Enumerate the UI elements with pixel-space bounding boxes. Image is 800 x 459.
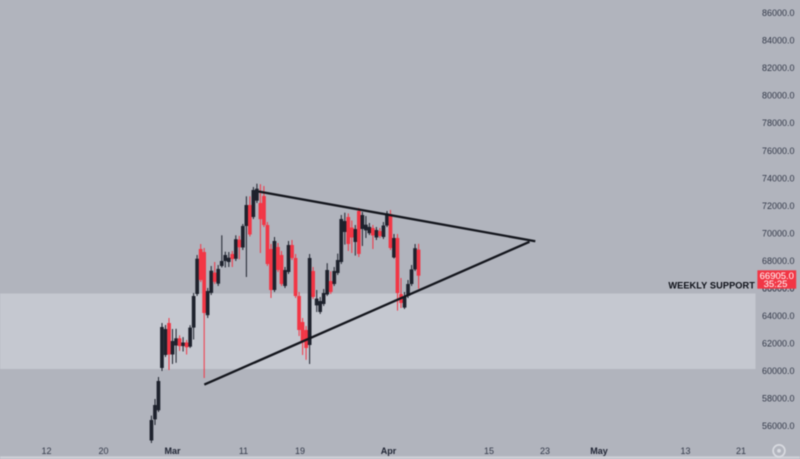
svg-text:15: 15: [484, 446, 494, 456]
svg-text:19: 19: [295, 446, 305, 456]
svg-text:20: 20: [98, 446, 108, 456]
svg-text:70000.0: 70000.0: [762, 228, 795, 238]
svg-text:82000.0: 82000.0: [762, 63, 795, 73]
svg-text:WEEKLY SUPPORT: WEEKLY SUPPORT: [668, 281, 755, 291]
svg-text:68000.0: 68000.0: [762, 256, 795, 266]
svg-text:35:25: 35:25: [764, 279, 788, 290]
svg-text:May: May: [590, 446, 608, 456]
svg-text:11: 11: [239, 446, 248, 456]
svg-text:60000.0: 60000.0: [762, 366, 795, 376]
svg-text:62000.0: 62000.0: [762, 338, 795, 348]
svg-text:66905.0: 66905.0: [760, 271, 794, 282]
svg-text:21: 21: [736, 446, 746, 456]
svg-text:80000.0: 80000.0: [762, 91, 795, 101]
svg-text:12: 12: [41, 446, 51, 456]
svg-text:76000.0: 76000.0: [762, 146, 795, 156]
svg-text:Apr: Apr: [381, 446, 397, 456]
svg-text:72000.0: 72000.0: [762, 201, 795, 211]
svg-text:84000.0: 84000.0: [762, 36, 795, 46]
svg-text:74000.0: 74000.0: [762, 173, 795, 183]
svg-text:64000.0: 64000.0: [762, 311, 795, 321]
svg-text:86000.0: 86000.0: [762, 8, 795, 18]
svg-text:Mar: Mar: [164, 446, 181, 456]
svg-text:78000.0: 78000.0: [762, 118, 795, 128]
svg-text:58000.0: 58000.0: [762, 393, 795, 403]
svg-text:13: 13: [680, 446, 690, 456]
svg-text:56000.0: 56000.0: [762, 421, 795, 431]
svg-text:23: 23: [540, 446, 550, 456]
